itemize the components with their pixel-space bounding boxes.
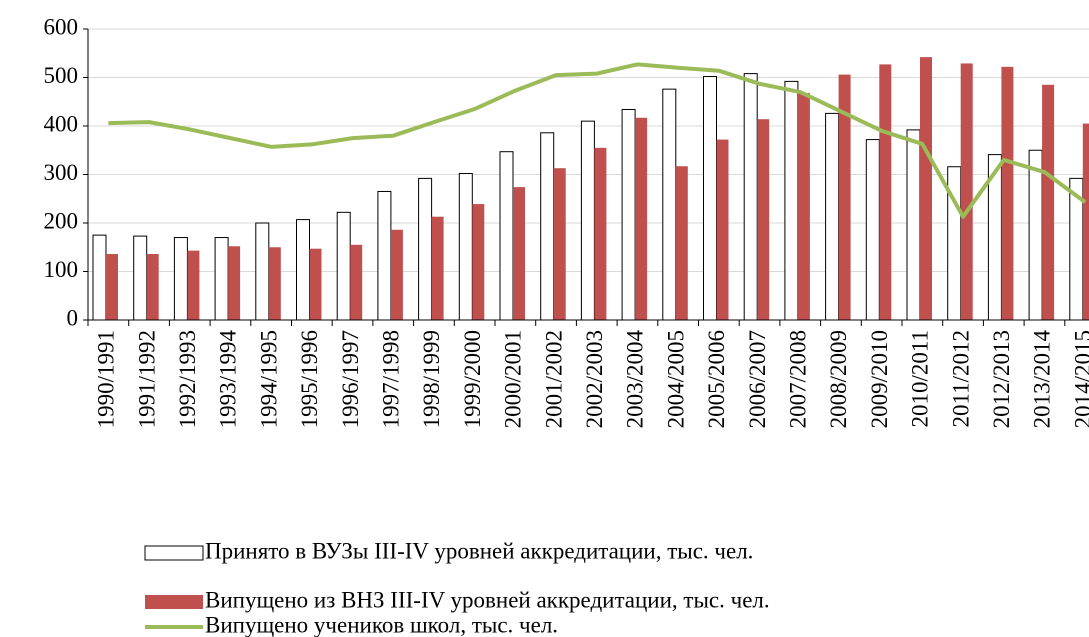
bar: [336, 211, 351, 321]
x-tick-label: 2009/2010: [867, 330, 892, 428]
bar: [377, 190, 392, 321]
x-tick-label: 2008/2009: [826, 330, 851, 428]
bar: [458, 173, 473, 321]
bar: [716, 139, 729, 320]
x-tick-label: 2014/2015: [1070, 330, 1089, 428]
bar: [214, 237, 229, 321]
bar: [350, 244, 363, 320]
bar: [635, 117, 648, 320]
x-tick-label: 2013/2014: [1030, 330, 1055, 429]
bar: [268, 247, 281, 320]
x-tick-label: 2005/2006: [704, 330, 729, 428]
bar: [92, 234, 107, 321]
bar: [743, 73, 758, 321]
x-tick-label: 1991/1992: [134, 330, 159, 428]
bar: [431, 216, 444, 320]
bar: [662, 88, 677, 321]
bar: [920, 57, 932, 320]
bar: [580, 120, 595, 321]
bar: [1082, 123, 1089, 320]
legend-label: Принято в ВУЗы III-IV уровней аккредитац…: [205, 538, 753, 563]
x-tick-label: 1997/1998: [379, 330, 404, 428]
bar: [1028, 149, 1043, 321]
bar: [540, 132, 555, 321]
x-tick-label: 2012/2013: [989, 330, 1014, 428]
bar: [133, 235, 148, 321]
bar: [553, 168, 566, 320]
bar: [390, 229, 403, 320]
bar: [879, 64, 892, 320]
bar: [228, 246, 241, 320]
bar: [838, 74, 851, 320]
x-tick-label: 1999/2000: [460, 330, 485, 428]
line: [108, 62, 1087, 219]
y-tick-label: 600: [44, 14, 79, 39]
x-tick-label: 2000/2001: [501, 330, 526, 428]
x-tick-label: 1992/1993: [175, 330, 200, 428]
bar: [309, 248, 322, 320]
x-tick-label: 1993/1994: [216, 330, 241, 429]
bar: [757, 119, 770, 321]
bar: [146, 254, 159, 320]
y-tick-label: 500: [44, 63, 79, 88]
x-tick-label: 1996/1997: [338, 330, 363, 428]
bar: [960, 63, 973, 321]
bar: [513, 187, 525, 320]
bar: [1001, 66, 1014, 320]
legend-label: Випущено учеников школ, тыс. чел.: [205, 612, 558, 637]
bar: [797, 93, 810, 321]
bar: [472, 204, 485, 320]
legend-swatch: [144, 545, 204, 561]
bar: [594, 147, 607, 320]
bar: [906, 129, 921, 321]
x-tick-label: 2006/2007: [745, 330, 770, 428]
bar: [825, 112, 840, 321]
bar: [865, 139, 880, 321]
bar: [499, 151, 514, 321]
x-tick-label: 2007/2008: [786, 330, 811, 428]
bar: [296, 219, 310, 321]
y-tick-label: 100: [44, 257, 79, 282]
legend-swatch: [145, 595, 203, 609]
bar: [675, 166, 688, 320]
legend-label: Випущено из ВНЗ III-IV уровней аккредита…: [205, 587, 770, 612]
x-tick-label: 1998/1999: [419, 330, 444, 428]
bar: [621, 109, 636, 321]
x-tick-label: 2010/2011: [908, 330, 933, 428]
bar: [255, 222, 270, 321]
bar: [173, 237, 188, 321]
x-tick-label: 1990/1991: [94, 330, 119, 428]
x-tick-label: 2011/2012: [948, 330, 973, 428]
bar: [187, 250, 200, 320]
x-tick-label: 1994/1995: [256, 330, 281, 428]
x-tick-label: 2003/2004: [623, 330, 648, 429]
x-tick-label: 2002/2003: [582, 330, 607, 428]
bar: [784, 80, 799, 321]
y-tick-label: 400: [44, 111, 79, 136]
x-tick-label: 1995/1996: [297, 330, 322, 428]
x-tick-label: 2004/2005: [663, 330, 688, 428]
bar: [703, 76, 717, 321]
y-tick-label: 200: [44, 208, 79, 233]
bar: [418, 177, 433, 321]
bar: [106, 254, 118, 320]
x-tick-label: 2001/2002: [541, 330, 566, 428]
y-tick-label: 0: [67, 305, 79, 330]
bar: [1042, 84, 1055, 321]
y-tick-label: 300: [44, 160, 79, 185]
